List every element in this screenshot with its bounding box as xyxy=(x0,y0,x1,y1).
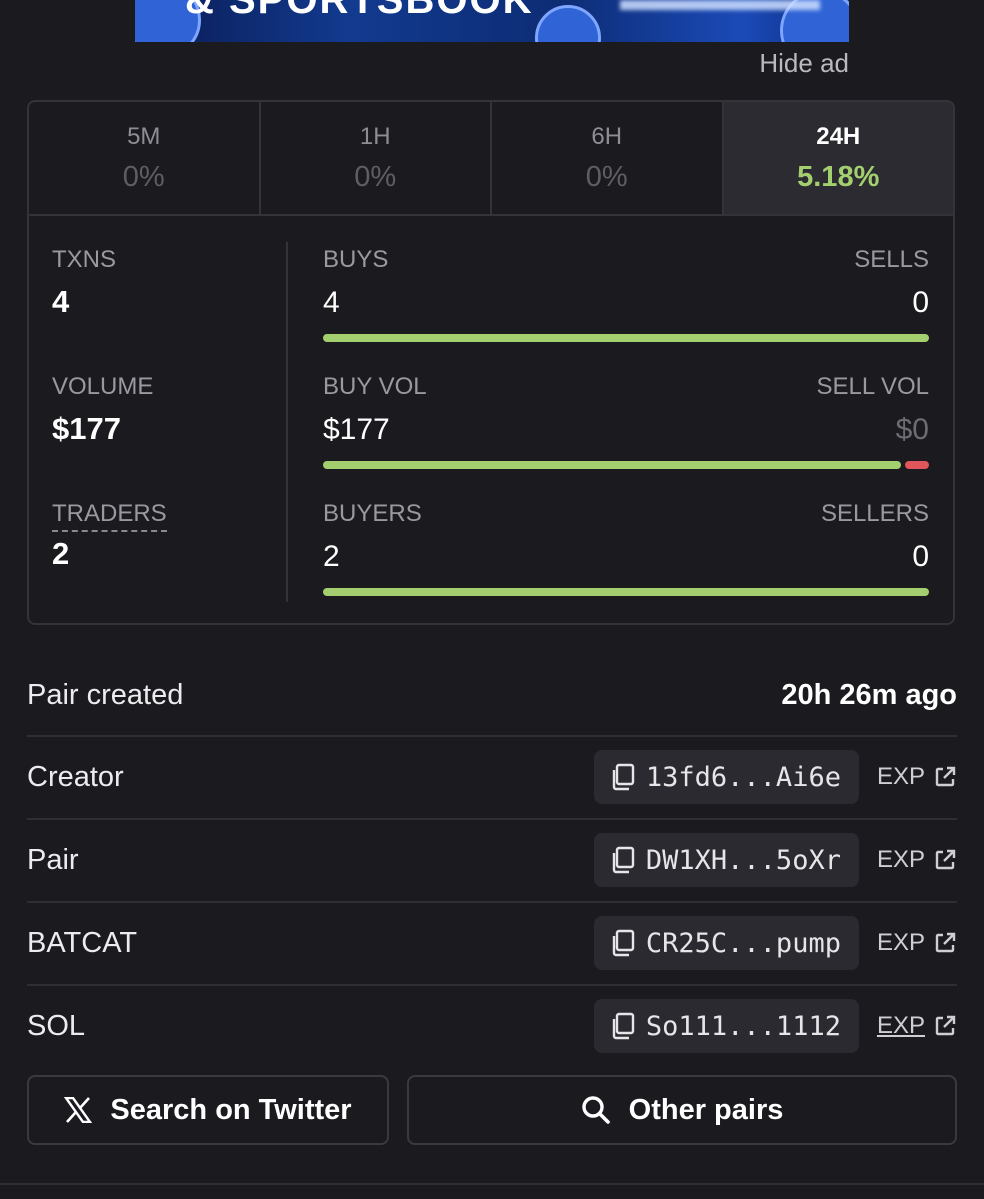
pair-created-value: 20h 26m ago xyxy=(781,678,957,711)
buyers-value: 2 xyxy=(323,540,340,573)
tab-label: 24H xyxy=(816,122,861,150)
external-link-icon xyxy=(935,849,956,870)
tab-24h[interactable]: 24H 5.18% xyxy=(723,102,953,214)
tab-label: 5M xyxy=(127,122,161,150)
sell-vol-value: $0 xyxy=(895,413,929,446)
tab-change-value: 0% xyxy=(122,160,165,193)
volume-metric: VOLUME $177 xyxy=(52,373,153,447)
divider xyxy=(27,735,957,737)
exp-label: EXP xyxy=(876,846,925,873)
traders-metric: TRADERS 2 xyxy=(52,500,167,572)
exp-label: EXP xyxy=(876,929,925,956)
tab-change-value: 0% xyxy=(585,160,628,193)
tab-change-value: 0% xyxy=(354,160,397,193)
token-explorer-link[interactable]: EXP xyxy=(877,929,957,957)
exp-label: EXP xyxy=(876,1012,925,1039)
sells-label: SELLS xyxy=(854,246,929,273)
timeframe-tabs: 5M 0% 1H 0% 6H 0% 24H 5.18% xyxy=(29,102,953,216)
pair-address-copy-button[interactable]: DW1XH...5oXr xyxy=(593,833,859,887)
search-twitter-button[interactable]: Search on Twitter xyxy=(27,1075,389,1145)
ad-chip-graphic xyxy=(135,0,201,42)
quote-token-row: SOL So111...1112 EXP xyxy=(27,999,957,1053)
txns-label: TXNS xyxy=(52,246,117,273)
search-twitter-label: Search on Twitter xyxy=(110,1093,352,1126)
buy-vol-value: $177 xyxy=(323,413,390,446)
sells-value: 0 xyxy=(912,286,929,319)
ad-chip-graphic xyxy=(535,5,601,42)
creator-address: 13fd6...Ai6e xyxy=(645,761,841,793)
buyers-ratio-bar xyxy=(323,588,929,596)
external-link-icon xyxy=(935,1015,956,1036)
ad-text: & SPORTSBOOK xyxy=(185,0,534,22)
txns-metric: TXNS 4 xyxy=(52,246,116,320)
quote-token-label: SOL xyxy=(27,1009,86,1042)
divider xyxy=(27,818,957,820)
pair-created-label: Pair created xyxy=(27,678,184,711)
creator-row: Creator 13fd6...Ai6e EXP xyxy=(27,750,957,804)
token-address: CR25C...pump xyxy=(645,927,841,959)
other-pairs-button[interactable]: Other pairs xyxy=(407,1075,957,1145)
volume-value: $177 xyxy=(52,411,121,446)
external-link-icon xyxy=(935,766,956,787)
copy-icon xyxy=(612,763,635,791)
creator-address-copy-button[interactable]: 13fd6...Ai6e xyxy=(593,750,859,804)
traders-value: 2 xyxy=(52,536,70,571)
tab-label: 1H xyxy=(359,122,391,150)
sellers-label: SELLERS xyxy=(820,500,929,527)
ad-banner[interactable]: & SPORTSBOOK xyxy=(135,0,849,42)
pair-created-row: Pair created 20h 26m ago xyxy=(27,670,957,720)
buys-sells-row: BUYS SELLS 4 0 xyxy=(323,246,929,342)
pair-row: Pair DW1XH...5oXr EXP xyxy=(27,833,957,887)
x-logo-icon xyxy=(64,1097,93,1123)
buy-bar-segment xyxy=(323,588,929,596)
divider xyxy=(27,984,957,986)
copy-icon xyxy=(612,1012,635,1040)
creator-explorer-link[interactable]: EXP xyxy=(877,763,957,791)
tab-1h[interactable]: 1H 0% xyxy=(261,102,492,214)
divider xyxy=(27,901,957,903)
creator-label: Creator xyxy=(27,760,124,793)
sell-bar-segment xyxy=(904,461,929,469)
buy-sell-volume-row: BUY VOL SELL VOL $177 $0 xyxy=(323,373,929,469)
stats-card: 5M 0% 1H 0% 6H 0% 24H 5.18% TXNS 4 VOLUM… xyxy=(27,100,955,625)
token-address-copy-button[interactable]: CR25C...pump xyxy=(593,916,859,970)
buyers-sellers-row: BUYERS SELLERS 2 0 xyxy=(323,500,929,596)
ad-glow xyxy=(620,0,820,10)
token-label: BATCAT xyxy=(27,926,138,959)
other-pairs-label: Other pairs xyxy=(628,1093,784,1126)
buys-value: 4 xyxy=(323,286,340,319)
buy-bar-segment xyxy=(323,334,929,342)
volume-ratio-bar xyxy=(323,461,929,469)
buys-label: BUYS xyxy=(323,246,389,273)
stats-body: TXNS 4 VOLUME $177 TRADERS 2 BUYS SELLS … xyxy=(29,216,953,623)
hide-ad-link[interactable]: Hide ad xyxy=(759,48,849,78)
buy-bar-segment xyxy=(323,461,901,469)
pair-label: Pair xyxy=(27,843,79,876)
pair-explorer-link[interactable]: EXP xyxy=(877,846,957,874)
search-icon xyxy=(581,1096,610,1124)
buys-sells-ratio-bar xyxy=(323,334,929,342)
tab-label: 6H xyxy=(591,122,623,150)
buyers-label: BUYERS xyxy=(323,500,422,527)
quote-token-address-copy-button[interactable]: So111...1112 xyxy=(593,999,859,1053)
buy-vol-label: BUY VOL xyxy=(323,373,427,400)
sell-vol-label: SELL VOL xyxy=(816,373,929,400)
tab-change-value: 5.18% xyxy=(797,160,880,193)
tab-5m[interactable]: 5M 0% xyxy=(29,102,261,214)
tab-6h[interactable]: 6H 0% xyxy=(492,102,724,214)
token-row: BATCAT CR25C...pump EXP xyxy=(27,916,957,970)
column-divider xyxy=(286,242,288,602)
external-link-icon xyxy=(935,932,956,953)
quote-token-explorer-link[interactable]: EXP xyxy=(877,1012,957,1040)
quote-token-address: So111...1112 xyxy=(645,1010,841,1042)
sellers-value: 0 xyxy=(912,540,929,573)
exp-label: EXP xyxy=(876,763,925,790)
copy-icon xyxy=(612,929,635,957)
pair-address: DW1XH...5oXr xyxy=(645,844,841,876)
txns-value: 4 xyxy=(52,284,70,319)
copy-icon xyxy=(612,846,635,874)
divider xyxy=(0,1183,984,1185)
traders-label[interactable]: TRADERS xyxy=(52,500,167,532)
volume-label: VOLUME xyxy=(52,373,154,400)
